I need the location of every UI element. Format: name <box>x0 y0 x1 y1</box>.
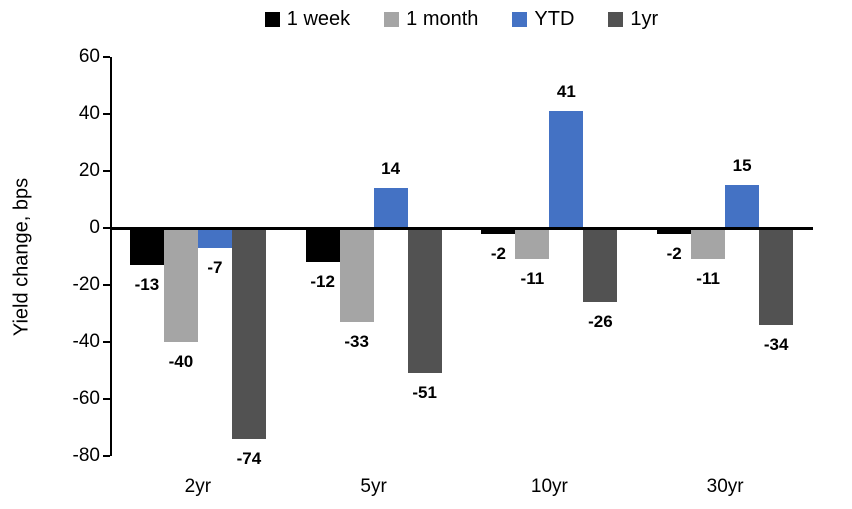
legend-swatch-icon <box>512 11 528 27</box>
bar-1-month-2yr <box>163 228 198 342</box>
legend-label: YTD <box>534 8 575 30</box>
legend-label: 1 month <box>406 8 479 30</box>
legend-item-1yr: 1yr <box>608 8 658 30</box>
legend-swatch-icon <box>608 11 624 27</box>
bar-1-week-30yr <box>657 228 692 234</box>
bar-1-week-5yr <box>305 228 340 263</box>
y-axis-tick-label: -40 <box>72 331 100 352</box>
bar-ytd-2yr <box>197 228 232 248</box>
bar-1-week-10yr <box>481 228 516 234</box>
data-label-ytd-5yr: 14 <box>381 159 401 179</box>
y-axis-tick-label: -60 <box>72 388 100 409</box>
data-label-1yr-10yr: -26 <box>588 312 613 332</box>
data-label-1yr-5yr: -51 <box>412 383 437 403</box>
y-axis-tick-mark <box>103 227 110 229</box>
y-axis-tick-label: 20 <box>78 160 100 181</box>
bar-1-month-5yr <box>339 228 374 323</box>
x-axis-zero-line <box>110 227 813 230</box>
data-label-ytd-10yr: 41 <box>556 82 576 102</box>
legend-item-ytd: YTD <box>512 8 574 30</box>
data-label-1-week-5yr: -12 <box>310 272 335 292</box>
bar-ytd-5yr <box>373 188 408 228</box>
y-axis-tick-label: -20 <box>72 274 100 295</box>
x-axis-category-label: 10yr <box>530 476 568 497</box>
data-label-ytd-2yr: -7 <box>207 257 223 277</box>
data-label-1yr-2yr: -74 <box>236 448 262 468</box>
y-axis-tick-mark <box>103 398 110 400</box>
data-label-ytd-30yr: 15 <box>732 156 752 176</box>
data-label-1-month-2yr: -40 <box>168 352 194 371</box>
bar-1-month-10yr <box>515 228 550 260</box>
data-label-1-week-2yr: -13 <box>134 275 160 295</box>
x-axis-category-label: 30yr <box>706 476 744 497</box>
bar-1-month-30yr <box>691 228 726 260</box>
legend-item-1-month: 1 month <box>384 8 478 30</box>
data-label-1-month-10yr: -11 <box>520 269 545 289</box>
bar-1yr-30yr <box>759 228 794 325</box>
bar-1yr-2yr <box>231 228 266 439</box>
legend-item-1-week: 1 week <box>264 8 351 30</box>
y-axis-line <box>110 57 112 456</box>
bar-1yr-5yr <box>407 228 442 374</box>
bar-1yr-10yr <box>583 228 618 303</box>
data-label-1yr-30yr: -34 <box>763 334 789 354</box>
y-axis-tick-mark <box>103 341 110 343</box>
legend-swatch-icon <box>384 11 400 27</box>
bar-ytd-10yr <box>549 111 584 228</box>
y-axis-tick-label: 40 <box>78 103 100 124</box>
legend-swatch-icon <box>264 11 280 27</box>
y-axis-tick-mark <box>103 113 110 115</box>
data-label-1-week-10yr: -2 <box>490 243 506 263</box>
legend-label: 1 week <box>286 8 351 30</box>
x-axis-category-label: 5yr <box>360 476 387 497</box>
y-axis-tick-label: 60 <box>78 46 100 67</box>
y-axis-tick-label: -80 <box>72 445 100 466</box>
y-axis-tick-mark <box>103 56 110 58</box>
y-axis-tick-mark <box>103 170 110 172</box>
data-label-1-week-30yr: -2 <box>666 243 682 263</box>
bar-ytd-30yr <box>725 185 760 228</box>
y-axis-tick-mark <box>103 455 110 457</box>
x-axis-category-label: 2yr <box>184 476 212 497</box>
legend-label: 1yr <box>630 8 659 30</box>
data-label-1-month-30yr: -11 <box>696 269 720 289</box>
chart-legend: 1 week 1 month YTD 1yr <box>110 8 813 30</box>
bar-1-week-2yr <box>129 228 164 266</box>
y-axis-tick-mark <box>103 284 110 286</box>
y-axis-tick-label: 0 <box>89 217 100 238</box>
data-label-1-month-5yr: -33 <box>344 332 369 352</box>
